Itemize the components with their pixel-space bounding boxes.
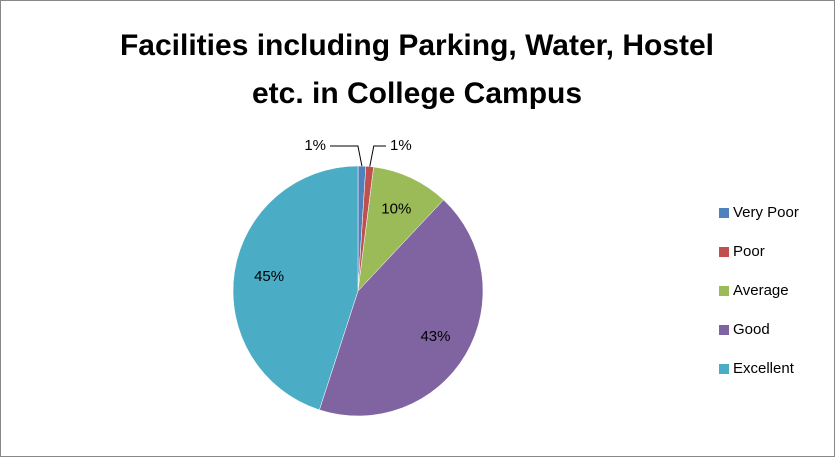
data-label: 10% [381, 201, 411, 218]
legend-swatch [719, 247, 729, 257]
pie-slice [232, 165, 359, 411]
legend-swatch [719, 208, 729, 218]
chart-title: Facilities including Parking, Water, Hos… [119, 29, 715, 110]
leader-line [369, 145, 386, 167]
legend-label: Poor [733, 243, 765, 260]
legend-label: Good [733, 321, 770, 338]
data-label: 1% [304, 137, 326, 154]
legend-label: Very Poor [733, 204, 799, 221]
legend-swatch [719, 325, 729, 335]
legend-label: Excellent [733, 360, 795, 377]
pie-slice [357, 166, 444, 292]
legend-label: Average [733, 282, 789, 299]
pie-slice [319, 199, 484, 417]
data-label: 43% [420, 328, 450, 345]
legend-swatch [719, 364, 729, 374]
legend-swatch [719, 286, 729, 296]
data-label: 1% [390, 137, 412, 154]
leader-line [330, 145, 363, 167]
data-label: 45% [254, 268, 284, 285]
